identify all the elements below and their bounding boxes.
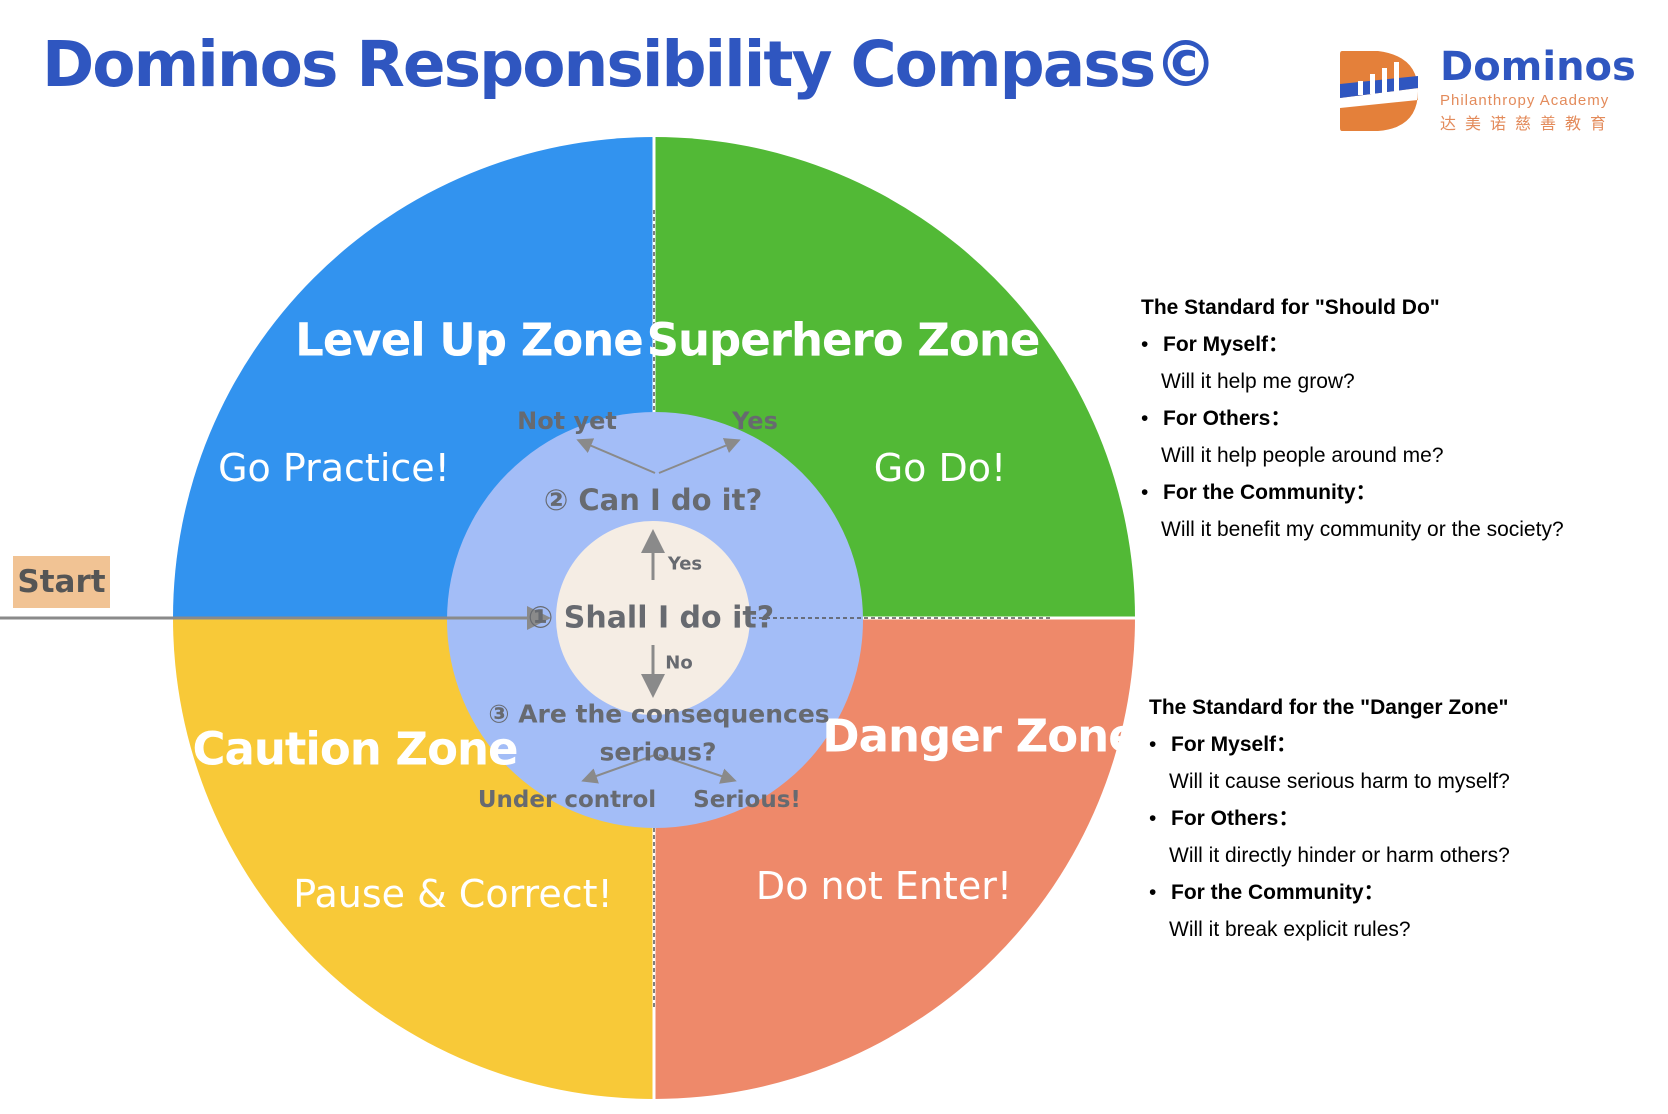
danger-standard-item-label: For Others： <box>1149 800 1510 837</box>
danger-standard-item-question: Will it break explicit rules? <box>1169 918 1411 941</box>
danger-standard-heading: The Standard for the "Danger Zone" <box>1149 696 1509 719</box>
level-up-zone-title: Level Up Zone <box>295 313 644 367</box>
should-do-item-label: For the Community： <box>1141 474 1564 511</box>
start-label: Start <box>13 556 110 608</box>
danger-zone-standard: The Standard for the "Danger Zone" For M… <box>1149 689 1510 948</box>
danger-standard-item-label: For the Community： <box>1149 874 1510 911</box>
danger-zone-title: Danger Zone <box>822 709 1138 763</box>
caution-zone-title: Caution Zone <box>192 722 518 776</box>
danger-zone-action: Do not Enter! <box>755 864 1013 908</box>
should-do-item-label: For Myself： <box>1141 326 1564 363</box>
should-do-item-label: For Others： <box>1141 400 1564 437</box>
should-do-item-question: Will it help me grow? <box>1161 370 1355 393</box>
yes-label: Yes <box>732 407 778 435</box>
caution-zone-action: Pause & Correct! <box>293 872 613 916</box>
danger-standard-item-label: For Myself： <box>1149 726 1510 763</box>
under-control-label: Under control <box>477 787 657 813</box>
no-down-label: No <box>665 652 693 674</box>
not-yet-label: Not yet <box>517 407 617 435</box>
core-circle <box>556 521 750 715</box>
should-do-heading: The Standard for "Should Do" <box>1141 296 1440 319</box>
logo-subtitle: Philanthropy Academy <box>1440 92 1610 109</box>
should-do-item-question: Will it help people around me? <box>1161 444 1444 467</box>
page-title: Dominos Responsibility Compass© <box>42 28 1217 101</box>
yes-up-label: Yes <box>667 553 703 575</box>
superhero-zone-action: Go Do! <box>873 446 1007 490</box>
should-do-item-question: Will it benefit my community or the soci… <box>1161 518 1564 541</box>
logo-chinese: 达美诺慈善教育 <box>1440 116 1616 133</box>
question-consequences-line1: ③ Are the consequences <box>488 699 830 729</box>
logo-name: Dominos <box>1440 44 1636 90</box>
danger-standard-item-question: Will it cause serious harm to myself? <box>1169 770 1510 793</box>
question-consequences-line2: serious? <box>599 737 717 767</box>
question-shall-i-do-it: ① Shall I do it? <box>527 600 775 636</box>
danger-standard-item-question: Will it directly hinder or harm others? <box>1169 844 1510 867</box>
level-up-zone-action: Go Practice! <box>218 446 450 490</box>
serious-label: Serious! <box>693 787 801 813</box>
question-can-i-do-it: ② Can I do it? <box>543 483 763 517</box>
dominos-logo-icon <box>1340 51 1418 131</box>
superhero-zone-title: Superhero Zone <box>646 313 1041 367</box>
should-do-standard: The Standard for "Should Do" For Myself：… <box>1141 289 1564 548</box>
